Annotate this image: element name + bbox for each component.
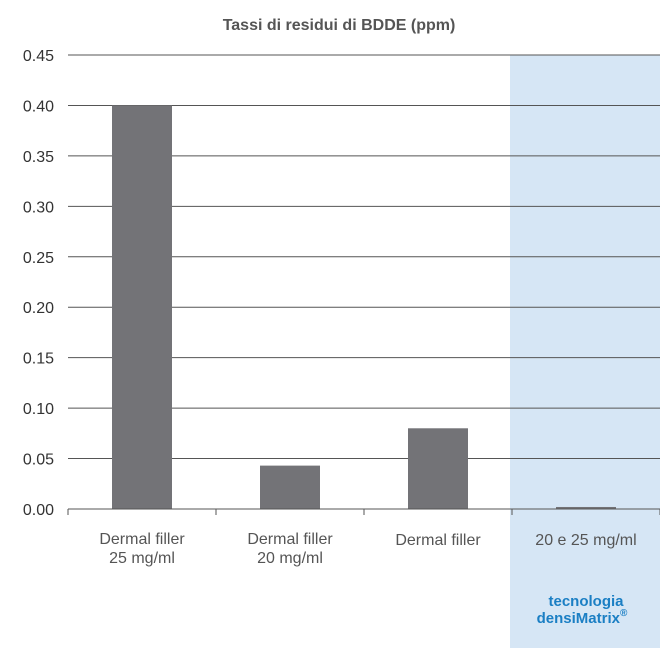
registered-mark: ® — [620, 608, 628, 619]
bar — [112, 105, 172, 509]
category-labels: Dermal filler 25 mg/ml Dermal filler 20 mg/… — [99, 531, 636, 567]
y-tick-label: 0.25 — [23, 250, 54, 267]
brand-line-2: densiMatrix — [537, 610, 621, 627]
category-label: 20 mg/ml — [257, 550, 323, 567]
y-tick-label: 0.40 — [23, 98, 54, 115]
highlight-band — [510, 55, 660, 648]
category-label: Dermal filler — [395, 532, 481, 549]
bar — [556, 506, 616, 509]
y-tick-label: 0.05 — [23, 452, 54, 469]
category-label: 20 e 25 mg/ml — [535, 532, 636, 549]
y-tick-label: 0.35 — [23, 149, 54, 166]
category-label: Dermal filler — [247, 531, 333, 548]
highlight-brand-label: tecnologia densiMatrix® — [537, 593, 628, 627]
category-label: Dermal filler — [99, 531, 185, 548]
y-tick-label: 0.10 — [23, 401, 54, 418]
y-tick-label: 0.30 — [23, 199, 54, 216]
y-tick-label: 0.20 — [23, 300, 54, 317]
bars — [112, 105, 616, 509]
bar — [408, 428, 468, 509]
bar — [260, 465, 320, 509]
axes: 0.00 0.05 0.10 0.15 0.20 0.25 0.30 0.35 0.40 0.45 — [23, 48, 660, 519]
category-label: 25 mg/ml — [109, 550, 175, 567]
y-tick-label: 0.15 — [23, 351, 54, 368]
y-tick-label: 0.45 — [23, 48, 54, 65]
y-tick-label: 0.00 — [23, 502, 54, 519]
chart-title: Tassi di residui di BDDE (ppm) — [223, 17, 456, 34]
brand-line-1: tecnologia — [548, 593, 624, 610]
